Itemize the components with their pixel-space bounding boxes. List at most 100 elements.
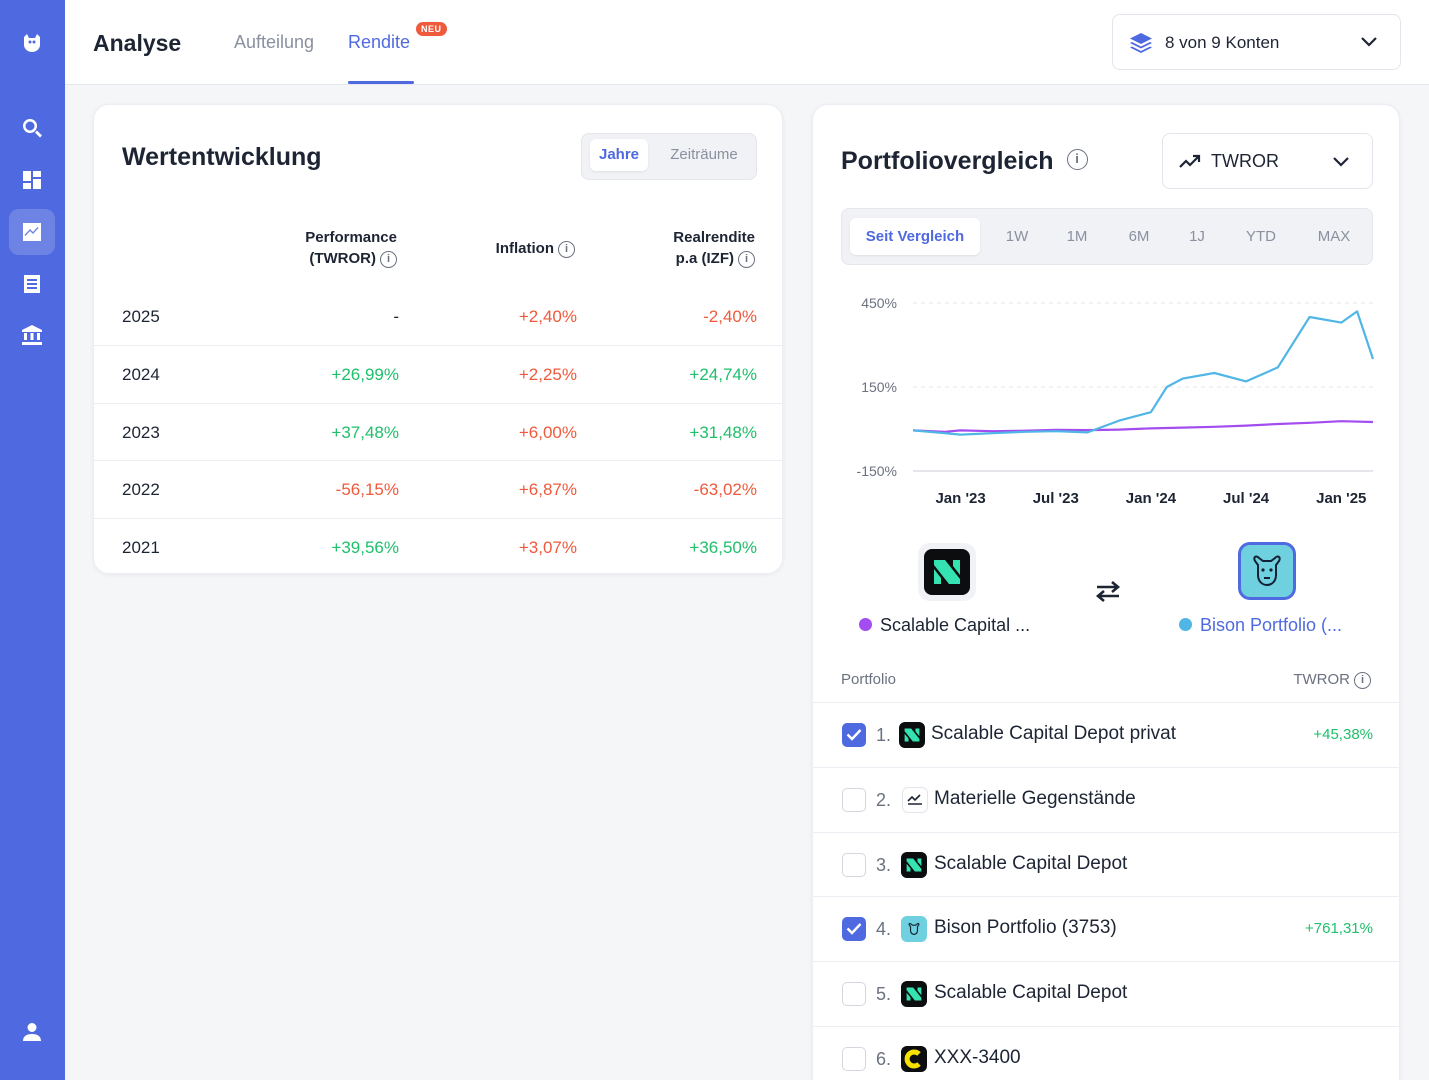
range-selector: Seit Vergleich 1W 1M 6M 1J YTD MAX: [841, 208, 1373, 265]
scalable-icon: [924, 549, 970, 595]
x-tick-label: Jan '24: [1126, 490, 1177, 507]
item-number: 1.: [876, 725, 892, 745]
portfoliovergleich-title: Portfoliovergleich i: [841, 147, 1088, 176]
row-year: 2024: [122, 365, 160, 384]
checkbox-unchecked[interactable]: [842, 788, 866, 812]
checkbox-unchecked[interactable]: [842, 982, 866, 1006]
comparison-chart: 450% 150% -150% Jan '23 Jul '23 Jan '24 Jul '2…: [857, 295, 1375, 507]
info-icon[interactable]: i: [1066, 148, 1088, 170]
metric-select[interactable]: TWROR: [1162, 133, 1373, 189]
list-item[interactable]: 3. Scalable Capital Depot: [813, 832, 1399, 897]
col-real-line2: p.a (IZF): [675, 250, 734, 267]
bison-icon: [901, 916, 927, 942]
item-name: Scalable Capital Depot: [934, 982, 1128, 1003]
compare-right-label[interactable]: Bison Portfolio (...: [1179, 615, 1342, 636]
range-max[interactable]: MAX: [1317, 228, 1351, 245]
item-name: Scalable Capital Depot privat: [931, 723, 1177, 744]
list-header-twror: TWROR i: [1293, 671, 1371, 689]
row-performance: -: [393, 307, 399, 326]
bank-icon[interactable]: [9, 312, 55, 358]
table-row: 2025 - +2,40% -2,40%: [94, 288, 784, 345]
range-seit-vergleich[interactable]: Seit Vergleich: [850, 218, 980, 255]
list-item[interactable]: 1. Scalable Capital Depot privat +45,38%: [813, 702, 1399, 767]
row-performance: +37,48%: [331, 423, 399, 442]
row-performance: -56,15%: [335, 480, 399, 499]
range-1m[interactable]: 1M: [1066, 228, 1088, 245]
info-icon[interactable]: i: [738, 250, 755, 268]
period-toggle: Jahre Zeiträume: [581, 133, 757, 180]
trending-up-icon: [1179, 154, 1201, 168]
y-tick-label: 150%: [861, 379, 897, 395]
list-item[interactable]: 6. XXX-3400: [813, 1026, 1399, 1080]
x-tick-label: Jul '23: [1033, 490, 1079, 507]
row-performance: +39,56%: [331, 538, 399, 557]
series-dot: [1179, 617, 1192, 631]
info-icon[interactable]: i: [380, 250, 397, 268]
sidebar: [0, 0, 65, 1080]
metric-label: TWROR: [1211, 151, 1279, 171]
user-icon[interactable]: [9, 1009, 55, 1055]
col-performance-line2: (TWROR): [309, 250, 376, 267]
search-icon[interactable]: [9, 105, 55, 151]
compare-left-label[interactable]: Scalable Capital ...: [859, 615, 1030, 636]
row-year: 2021: [122, 538, 160, 557]
dashboard-icon[interactable]: [9, 157, 55, 203]
logo-icon[interactable]: [9, 20, 55, 66]
wertentwicklung-card: Wertentwicklung Jahre Zeiträume Performa…: [93, 104, 784, 574]
range-1w[interactable]: 1W: [1005, 228, 1029, 245]
chart-icon[interactable]: [9, 209, 55, 255]
c-logo-icon: [901, 1046, 927, 1072]
checkbox-checked[interactable]: [842, 723, 866, 747]
layers-icon: [1130, 33, 1152, 53]
list-header-twror-label: TWROR: [1293, 671, 1350, 688]
info-icon[interactable]: i: [558, 240, 575, 258]
list-item[interactable]: 4. Bison Portfolio (3753) +761,31%: [813, 896, 1399, 961]
col-inflation-label: Inflation: [495, 240, 554, 257]
accounts-select[interactable]: 8 von 9 Konten: [1112, 14, 1401, 70]
scalable-icon: [899, 722, 925, 748]
series-line-1: [912, 310, 1375, 436]
item-name: Scalable Capital Depot: [934, 853, 1128, 874]
list-icon[interactable]: [9, 261, 55, 307]
table-row: 2022 -56,15% +6,87% -63,02%: [94, 460, 784, 517]
item-number: 2.: [876, 790, 892, 810]
range-ytd[interactable]: YTD: [1246, 228, 1276, 245]
checkbox-unchecked[interactable]: [842, 853, 866, 877]
tab-aufteilung[interactable]: Aufteilung: [234, 32, 315, 52]
accounts-label: 8 von 9 Konten: [1165, 33, 1280, 52]
col-inflation: Inflation i: [496, 238, 575, 259]
list-item[interactable]: 2. Materielle Gegenstände: [813, 767, 1399, 832]
checkbox-unchecked[interactable]: [842, 1047, 866, 1071]
list-header-portfolio: Portfolio: [841, 671, 897, 688]
scalable-logo-large[interactable]: [918, 543, 976, 601]
list-item[interactable]: 5. Scalable Capital Depot: [813, 961, 1399, 1026]
col-performance: Performance (TWROR) i: [305, 227, 397, 269]
series-line-0: [912, 420, 1374, 433]
row-year: 2022: [122, 480, 160, 499]
toggle-jahre[interactable]: Jahre: [590, 139, 648, 171]
checkbox-checked[interactable]: [842, 917, 866, 941]
x-tick-label: Jul '24: [1223, 490, 1270, 507]
line-chart-icon: [902, 787, 928, 813]
item-number: 6.: [876, 1049, 892, 1069]
range-6m[interactable]: 6M: [1128, 228, 1150, 245]
new-badge: NEU: [416, 22, 447, 36]
bison-logo-large[interactable]: [1238, 542, 1296, 600]
range-1j[interactable]: 1J: [1189, 228, 1205, 245]
tab-rendite[interactable]: Rendite: [348, 32, 411, 52]
row-realrendite: +36,50%: [689, 538, 757, 557]
row-inflation: +2,25%: [518, 365, 577, 384]
col-performance-line1: Performance: [305, 229, 397, 246]
y-tick-label: -150%: [857, 463, 897, 479]
info-icon[interactable]: i: [1354, 671, 1371, 689]
col-realrendite: Realrendite p.a (IZF) i: [673, 227, 755, 269]
page-title: Analyse: [93, 30, 182, 56]
swap-icon[interactable]: [1093, 579, 1123, 603]
item-value: +45,38%: [1313, 726, 1373, 743]
row-realrendite: +31,48%: [689, 423, 757, 442]
wertentwicklung-title: Wertentwicklung: [122, 143, 322, 171]
toggle-zeitraeume[interactable]: Zeiträume: [670, 146, 738, 163]
item-name: Materielle Gegenstände: [934, 788, 1136, 809]
x-tick-label: Jan '25: [1316, 490, 1366, 507]
x-tick-label: Jan '23: [935, 490, 985, 507]
